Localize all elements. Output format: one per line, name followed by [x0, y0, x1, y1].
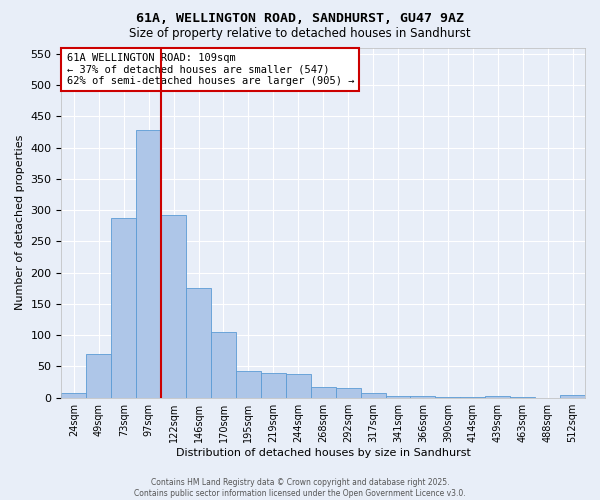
Bar	[436, 397, 460, 398]
Text: 61A, WELLINGTON ROAD, SANDHURST, GU47 9AZ: 61A, WELLINGTON ROAD, SANDHURST, GU47 9A…	[136, 12, 464, 26]
Bar	[386, 396, 410, 398]
Bar	[485, 396, 510, 398]
Bar	[311, 387, 335, 398]
Bar	[261, 372, 286, 398]
Bar	[335, 388, 361, 398]
Bar	[161, 215, 186, 398]
Bar	[211, 332, 236, 398]
Bar	[236, 371, 261, 398]
Bar	[286, 374, 311, 398]
Text: Size of property relative to detached houses in Sandhurst: Size of property relative to detached ho…	[129, 28, 471, 40]
Bar	[510, 397, 535, 398]
Text: Contains HM Land Registry data © Crown copyright and database right 2025.
Contai: Contains HM Land Registry data © Crown c…	[134, 478, 466, 498]
Bar	[410, 396, 436, 398]
Bar	[460, 397, 485, 398]
Bar	[61, 394, 86, 398]
Bar	[361, 394, 386, 398]
X-axis label: Distribution of detached houses by size in Sandhurst: Distribution of detached houses by size …	[176, 448, 470, 458]
Bar	[111, 218, 136, 398]
Text: 61A WELLINGTON ROAD: 109sqm
← 37% of detached houses are smaller (547)
62% of se: 61A WELLINGTON ROAD: 109sqm ← 37% of det…	[67, 53, 354, 86]
Bar	[186, 288, 211, 398]
Bar	[560, 394, 585, 398]
Bar	[86, 354, 111, 398]
Bar	[136, 130, 161, 398]
Y-axis label: Number of detached properties: Number of detached properties	[15, 135, 25, 310]
